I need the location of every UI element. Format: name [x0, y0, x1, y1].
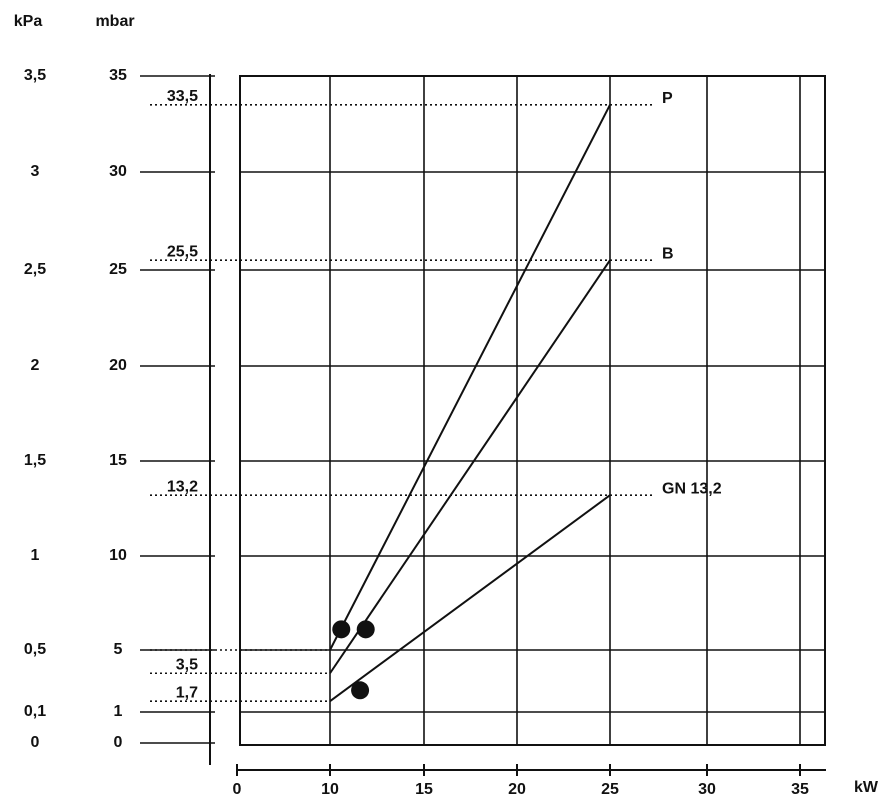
y-tick-label: 0	[114, 734, 123, 751]
series-label: GN 13,2	[662, 480, 722, 497]
x-tick-label: 25	[601, 781, 619, 798]
y2-tick-label: 2	[31, 357, 40, 374]
y-tick-label: 35	[109, 67, 127, 84]
y2-tick-label: 1	[31, 547, 40, 564]
x-tick-label: 0	[233, 781, 242, 798]
series-line	[329, 104, 611, 651]
y-tick-label: 1	[114, 703, 123, 720]
series-line	[329, 494, 611, 702]
y-tick-label: 30	[109, 163, 127, 180]
marker	[351, 681, 370, 700]
y2-tick-label: 3,5	[24, 67, 46, 84]
series-label: P	[662, 90, 673, 107]
x-tick-label: 20	[508, 781, 526, 798]
annotation-label: 25,5	[167, 243, 198, 260]
marker	[332, 620, 351, 639]
y-tick-label: 20	[109, 357, 127, 374]
y-tick-label: 15	[109, 452, 127, 469]
annotation-label: 3,5	[176, 656, 198, 673]
y2-unit-label: kPa	[14, 13, 43, 30]
y-tick-label: 25	[109, 261, 127, 278]
x-tick-label: 10	[321, 781, 339, 798]
y-tick-label: 10	[109, 547, 127, 564]
annotation-label: 1,7	[176, 684, 198, 701]
x-unit-label: kW	[854, 779, 879, 796]
x-tick-label: 30	[698, 781, 716, 798]
series-line	[329, 259, 611, 674]
series-label: B	[662, 245, 674, 262]
y2-tick-label: 2,5	[24, 261, 46, 278]
marker	[356, 620, 375, 639]
y2-tick-label: 1,5	[24, 452, 46, 469]
y2-tick-label: 3	[31, 163, 40, 180]
annotation-label: 13,2	[167, 478, 198, 495]
y2-tick-label: 0	[31, 734, 40, 751]
y-tick-label: 5	[114, 641, 123, 658]
annotation-label: 33,5	[167, 88, 198, 105]
y-unit-label: mbar	[95, 13, 134, 30]
x-tick-label: 15	[415, 781, 433, 798]
x-tick-label: 35	[791, 781, 809, 798]
y2-tick-label: 0,1	[24, 703, 46, 720]
y2-tick-label: 0,5	[24, 641, 46, 658]
plot-frame	[239, 75, 826, 746]
